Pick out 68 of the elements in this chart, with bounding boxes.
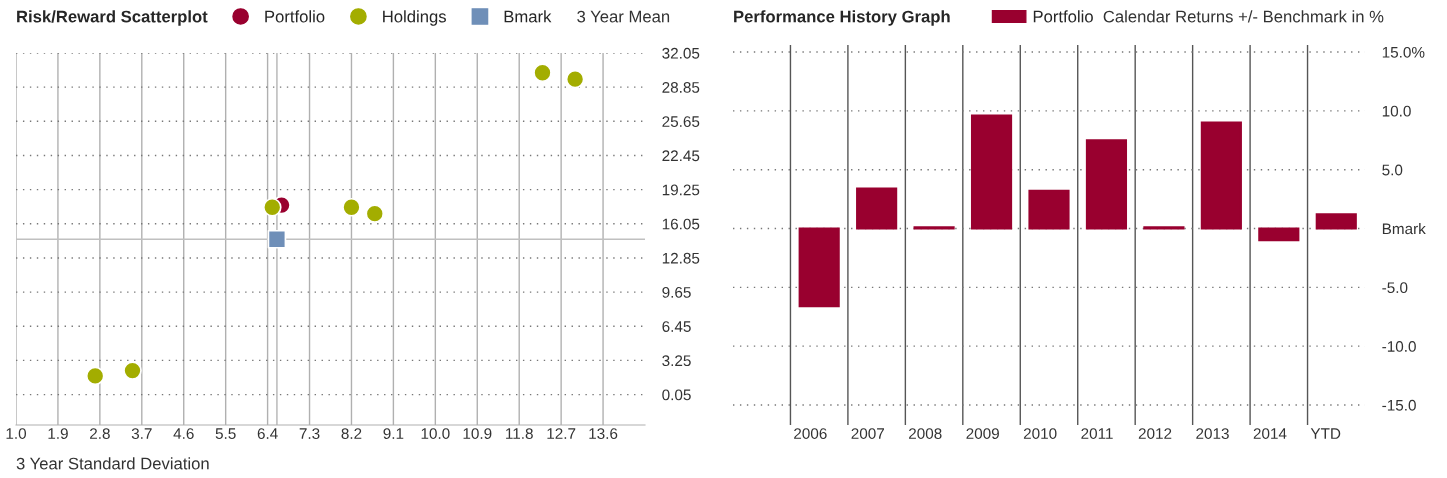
x-tick-label: 5.5 — [215, 428, 236, 439]
y-tick-label: 22.45 — [662, 150, 700, 162]
y-tick-label: 6.45 — [662, 321, 691, 332]
y-tick-label: 5.0 — [1382, 164, 1403, 176]
x-tick-label: 7.3 — [299, 428, 320, 439]
x-tick-label: 6.4 — [257, 428, 278, 439]
x-tick-label: YTD — [1310, 428, 1341, 439]
y-tick-label: 32.05 — [662, 47, 700, 59]
x-tick-label: 9.1 — [383, 428, 404, 439]
y-tick-label: -10.0 — [1382, 341, 1416, 352]
x-tick-label: 2006 — [794, 428, 827, 439]
legend-label: Portfolio — [265, 10, 325, 23]
bar — [970, 114, 1013, 230]
y-tick-label: Bmark — [1382, 222, 1426, 235]
x-tick-label: 4.6 — [173, 428, 194, 439]
point — [342, 197, 361, 217]
x-tick-label: 2.8 — [90, 428, 110, 439]
point — [85, 366, 105, 386]
x-tick-label: 1.9 — [48, 428, 68, 439]
bar — [856, 187, 898, 230]
bar — [1258, 227, 1300, 242]
y-tick-label: 16.05 — [662, 218, 700, 230]
legend-label: Bmark — [504, 10, 552, 23]
x-tick-label: 10.9 — [463, 428, 492, 439]
point — [262, 197, 282, 217]
y-tick-label: -5.0 — [1382, 282, 1408, 294]
x-tick-label: 2010 — [1023, 428, 1057, 439]
chart-title: Risk/Reward Scatterplot — [17, 10, 208, 26]
x-tick-label: 2008 — [909, 428, 942, 439]
x-tick-label: 10.0 — [421, 428, 450, 439]
bar — [1028, 189, 1070, 230]
y-tick-label: 0.05 — [662, 389, 691, 401]
y-axis-title: Calendar Returns +/- Benchmark in % — [1103, 10, 1384, 23]
x-tick-label: 12.7 — [547, 428, 576, 439]
x-tick-label: 2013 — [1196, 428, 1229, 439]
y-tick-label: 28.85 — [662, 82, 700, 93]
bar — [798, 227, 840, 308]
x-tick-label: 2014 — [1253, 428, 1287, 439]
x-tick-label: 2011 — [1081, 428, 1113, 439]
bar — [1085, 139, 1128, 230]
bar — [1200, 121, 1242, 230]
x-tick-label: 11.8 — [506, 428, 533, 439]
y-tick-label: -15.0 — [1382, 399, 1416, 411]
y-tick-label: 10.0 — [1382, 105, 1411, 117]
y-tick-label: 25.65 — [662, 116, 700, 127]
y-tick-label: 12.85 — [662, 252, 700, 264]
legend-label: Holdings — [383, 10, 446, 26]
x-tick-label: 2012 — [1138, 428, 1172, 439]
point — [267, 229, 287, 249]
x-tick-label: 13.6 — [589, 428, 618, 439]
y-tick-label: 3.25 — [662, 355, 691, 367]
x-tick-label: 8.2 — [341, 428, 362, 439]
y-tick-label: 9.65 — [662, 286, 691, 298]
legend-label: Portfolio — [1033, 10, 1093, 23]
y-tick-label: 19.25 — [662, 184, 700, 196]
x-tick-label: 3.7 — [131, 428, 152, 439]
chart-title: Performance History Graph — [734, 10, 950, 26]
y-axis-title: 3 Year Mean — [577, 10, 670, 23]
y-tick-label: 15.0% — [1382, 46, 1425, 58]
x-tick-label: 1.0 — [6, 428, 27, 439]
bar — [1315, 213, 1357, 230]
x-axis-title: 3 Year Standard Deviation — [16, 457, 209, 470]
point — [365, 204, 385, 223]
x-tick-label: 2007 — [851, 428, 884, 439]
point — [565, 69, 585, 89]
point — [533, 63, 552, 83]
x-tick-label: 2009 — [966, 428, 999, 439]
point — [123, 361, 142, 380]
